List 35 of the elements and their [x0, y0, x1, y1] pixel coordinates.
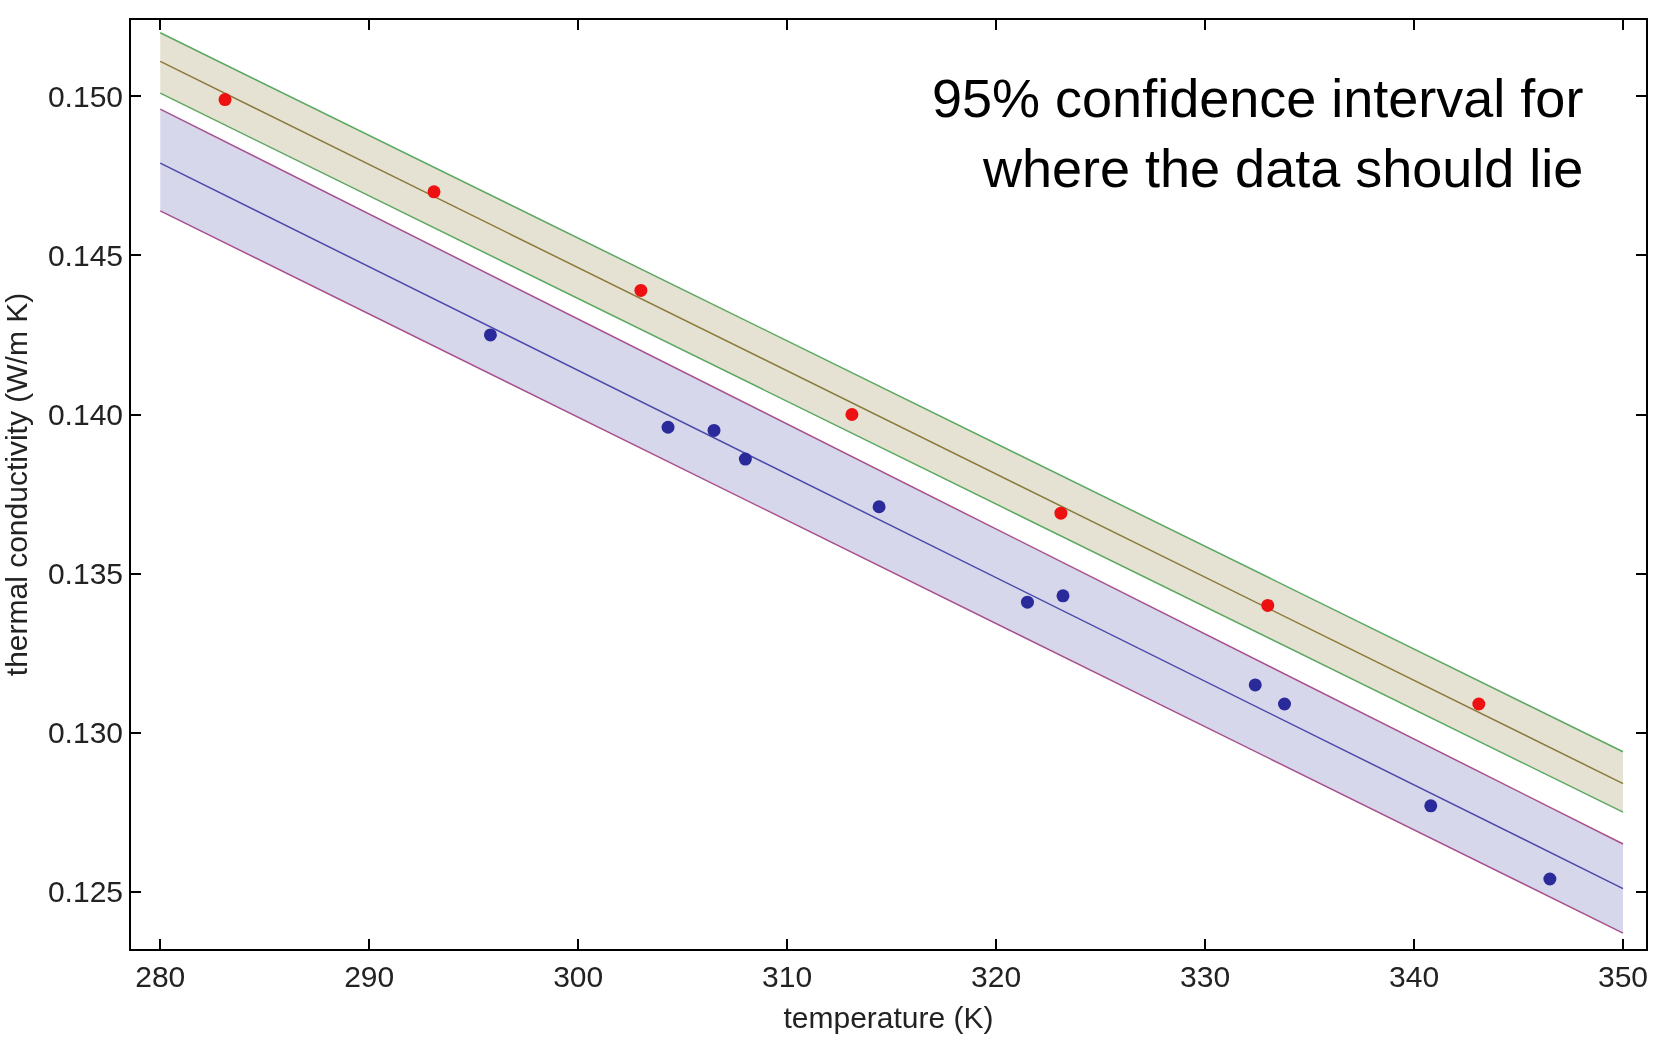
x-tick-label: 340 [1389, 960, 1440, 993]
point [1278, 697, 1291, 711]
x-tick-label: 280 [135, 960, 186, 993]
point [1424, 799, 1438, 813]
y-tick-label: 0.135 [47, 557, 123, 591]
point [218, 93, 232, 107]
point [483, 328, 497, 342]
point [427, 185, 441, 199]
x-tick-label: 320 [971, 960, 1022, 993]
y-tick-label: 0.140 [47, 398, 123, 432]
y-axis-title: thermal conductivity (W/m K) [0, 292, 33, 677]
point [1543, 872, 1557, 886]
point [1472, 697, 1486, 711]
y-tick-label: 0.125 [47, 875, 123, 909]
x-tick-label: 330 [1180, 960, 1231, 993]
y-tick-label: 0.145 [47, 238, 123, 272]
x-tick-label: 290 [344, 960, 395, 993]
annotation: 95% confidence interval for where the data should lie [932, 68, 1584, 199]
point [634, 283, 648, 297]
point [661, 420, 675, 434]
y-tick-label: 0.130 [47, 716, 123, 750]
point [872, 500, 886, 514]
point [1261, 598, 1275, 612]
point [1056, 589, 1070, 603]
point [1248, 678, 1262, 692]
point [845, 408, 859, 421]
x-axis-title: temperature (K) [783, 1001, 994, 1034]
x-tick-label: 310 [762, 960, 813, 993]
point [738, 452, 752, 466]
x-tick-label: 350 [1597, 960, 1649, 993]
point [1020, 595, 1034, 609]
y-tick-label: 0.150 [47, 79, 123, 113]
point [707, 423, 721, 437]
x-tick-label: 300 [553, 960, 604, 993]
point [1054, 506, 1068, 520]
